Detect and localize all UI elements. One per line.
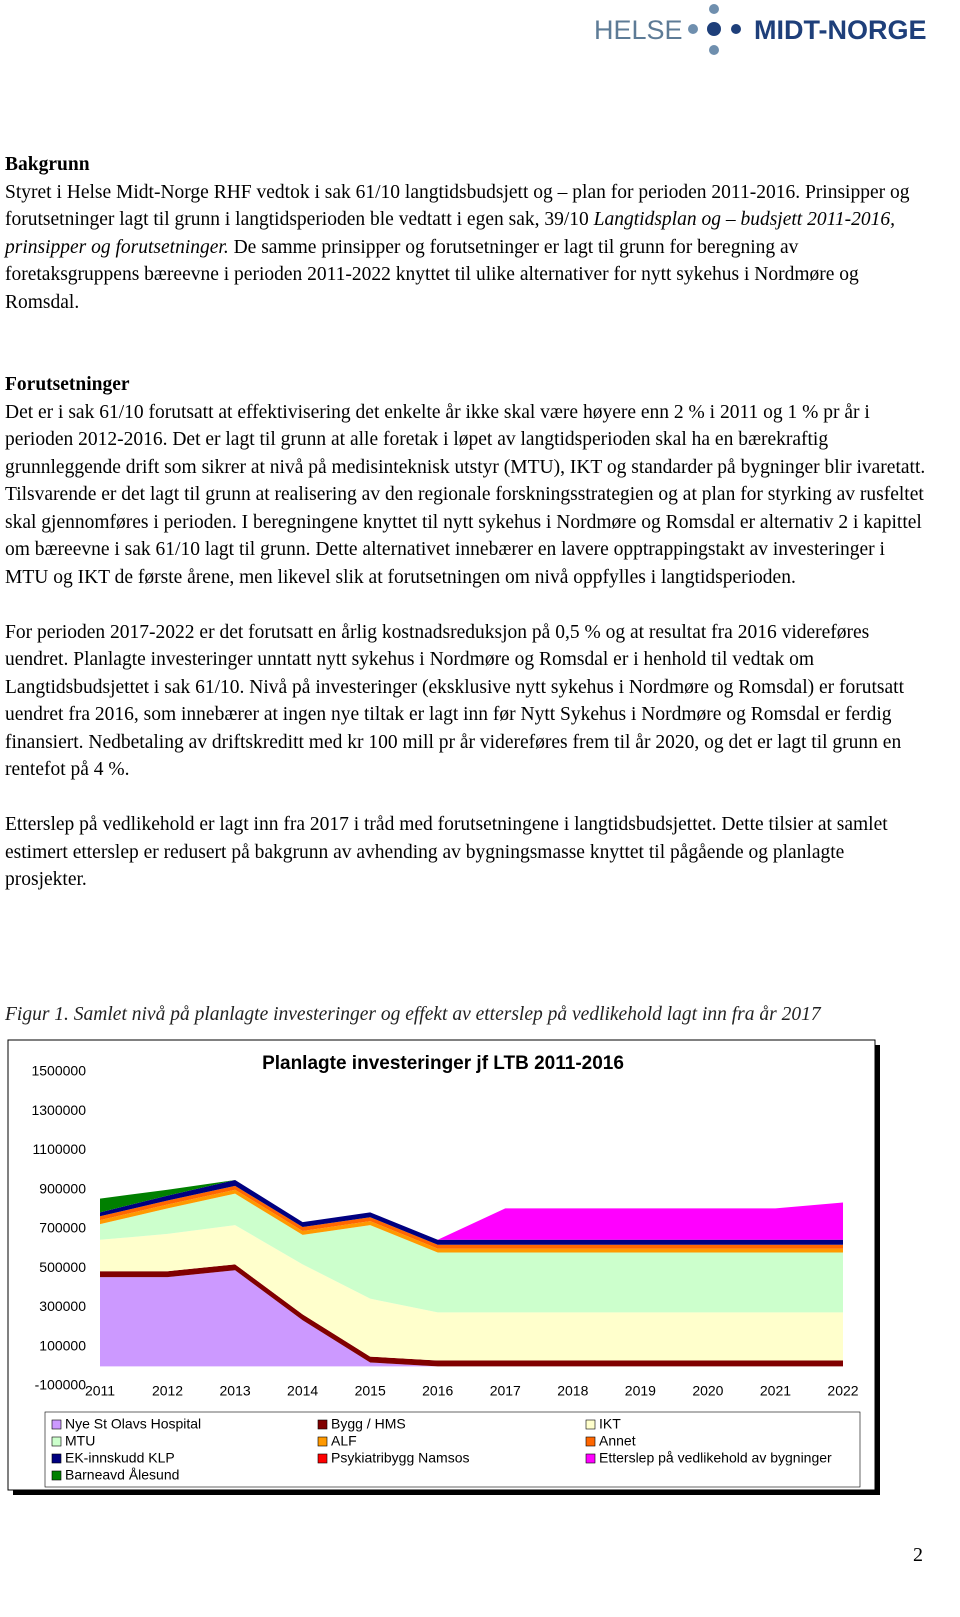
paragraph: Etterslep på vedlikehold er lagt inn fra… — [5, 811, 927, 894]
body-text: Bakgrunn Styret i Helse Midt-Norge RHF v… — [5, 151, 927, 921]
x-tick-label: 2021 — [760, 1383, 791, 1399]
area — [100, 1179, 843, 1240]
paragraph: Det er i sak 61/10 forutsatt at effektiv… — [5, 399, 927, 592]
x-tick-label: 2014 — [287, 1383, 318, 1399]
area — [100, 1264, 843, 1367]
text-run: Etterslep på vedlikehold er lagt inn fra… — [5, 814, 888, 890]
text-run: Det er i sak 61/10 forutsatt at effektiv… — [5, 401, 926, 588]
logo-dot — [688, 24, 698, 34]
x-tick-label: 2016 — [422, 1383, 453, 1399]
x-tick-label: 2012 — [152, 1383, 183, 1399]
legend-frame — [44, 1411, 861, 1488]
logo-right: MIDT-NORGE — [754, 15, 927, 45]
y-tick-label: 500000 — [39, 1259, 86, 1275]
legend-label: Nye St Olavs Hospital — [65, 1416, 201, 1432]
text-run: Styret i Helse Midt-Norge RHF vedtok i s… — [5, 181, 910, 231]
x-tick-label: 2020 — [692, 1383, 723, 1399]
y-tick-label: 1300000 — [31, 1102, 86, 1118]
legend-swatch — [51, 1453, 62, 1464]
logo-dot — [709, 4, 719, 14]
legend-label: IKT — [599, 1416, 621, 1432]
legend-swatch — [317, 1453, 328, 1464]
text-run: De samme prinsipper og forutsetninger er… — [5, 236, 859, 313]
logo-dot — [731, 24, 741, 34]
y-tick-label: 700000 — [39, 1220, 86, 1236]
chart: Planlagte investeringer jf LTB 2011-2016… — [7, 1039, 880, 1495]
text-run: Langtidsplan og – budsjett 2011-2016, pr… — [5, 209, 896, 258]
legend-label: Psykiatribygg Namsos — [331, 1450, 470, 1466]
y-tick-label: 1500000 — [31, 1063, 86, 1079]
legend-swatch — [51, 1436, 62, 1447]
chart-title: Planlagte investeringer jf LTB 2011-2016 — [262, 1053, 624, 1074]
heading: Forutsetninger — [5, 374, 130, 395]
area — [100, 1225, 843, 1361]
legend-label: ALF — [331, 1433, 357, 1449]
page-number: 2 — [913, 1544, 923, 1566]
y-tick-label: 100000 — [39, 1337, 86, 1353]
area — [100, 1193, 843, 1313]
x-tick-label: 2019 — [625, 1383, 656, 1399]
legend-label: EK-innskudd KLP — [65, 1450, 175, 1466]
y-tick-label: 900000 — [39, 1180, 86, 1196]
x-tick-label: 2018 — [557, 1383, 588, 1399]
figure-caption: Figur 1. Samlet nivå på planlagte invest… — [5, 1004, 821, 1025]
legend-swatch — [585, 1436, 596, 1447]
legend-label: MTU — [65, 1433, 95, 1449]
logo-dot — [709, 45, 719, 55]
x-tick-label: 2015 — [355, 1383, 386, 1399]
logo: HELSE MIDT-NORGE — [594, 4, 927, 55]
legend-swatch — [51, 1419, 62, 1430]
legend-label: Annet — [599, 1433, 636, 1449]
legend-swatch — [51, 1470, 62, 1481]
legend-label: Bygg / HMS — [331, 1416, 406, 1432]
text-run: For perioden 2017-2022 er det forutsatt … — [5, 621, 904, 781]
y-tick-label: -100000 — [35, 1377, 87, 1393]
paragraph: Styret i Helse Midt-Norge RHF vedtok i s… — [5, 179, 927, 317]
y-tick-label: 300000 — [39, 1298, 86, 1314]
legend-label: Etterslep på vedlikehold av bygninger — [599, 1450, 832, 1466]
paragraph: For perioden 2017-2022 er det forutsatt … — [5, 619, 927, 784]
y-tick-label: 1100000 — [33, 1141, 87, 1157]
legend-swatch — [585, 1453, 596, 1464]
legend-swatch — [317, 1436, 328, 1447]
legend-label: Barneavd Ålesund — [65, 1467, 179, 1483]
x-tick-label: 2011 — [85, 1383, 115, 1399]
area — [100, 1270, 843, 1367]
heading: Bakgrunn — [5, 154, 90, 175]
legend-swatch — [585, 1419, 596, 1430]
x-tick-label: 2013 — [220, 1383, 251, 1399]
logo-left: HELSE — [594, 15, 683, 45]
x-tick-label: 2017 — [490, 1383, 521, 1399]
legend-swatch — [317, 1419, 328, 1430]
logo-dot — [707, 22, 721, 36]
x-tick-label: 2022 — [827, 1383, 858, 1399]
